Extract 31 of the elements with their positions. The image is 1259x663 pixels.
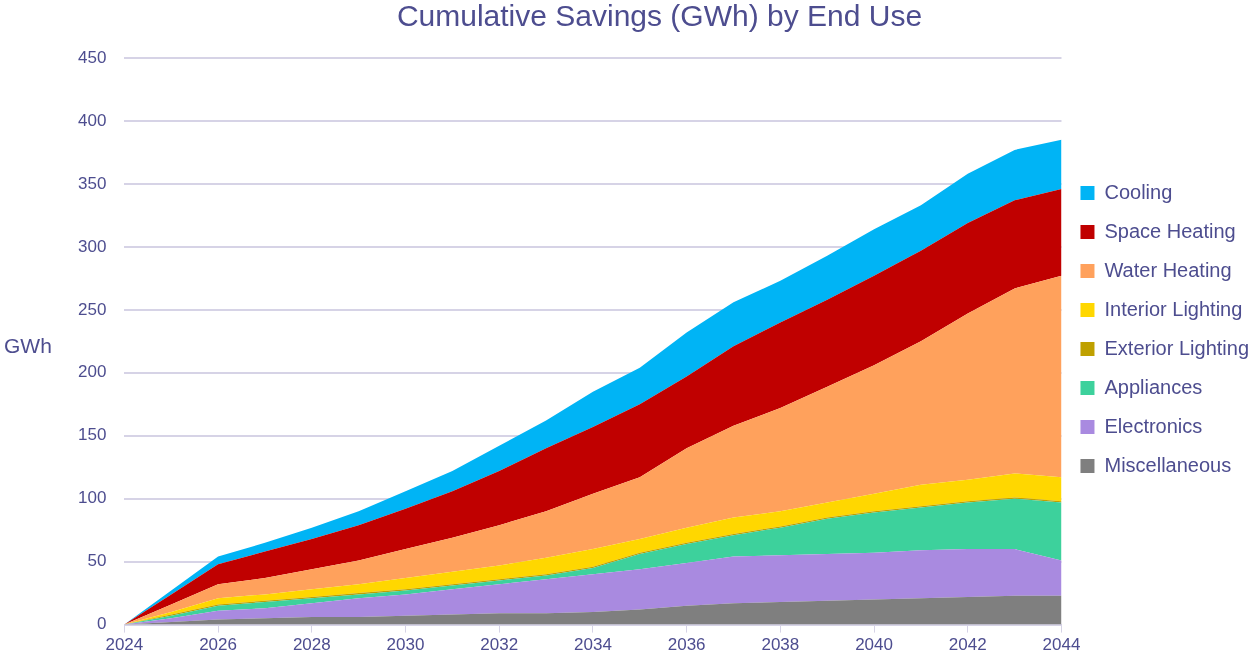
legend-label: Miscellaneous <box>1104 453 1232 476</box>
x-tick-label: 2040 <box>855 635 893 655</box>
y-tick-label: 300 <box>77 236 107 256</box>
x-tick-label: 2038 <box>761 635 800 655</box>
x-tick-label: 2024 <box>105 635 144 655</box>
legend-label: Interior Lighting <box>1104 297 1243 320</box>
y-tick-label: 0 <box>96 614 107 634</box>
x-tick-label: 2028 <box>292 635 331 655</box>
y-tick-label: 200 <box>77 362 107 382</box>
y-tick-label: 100 <box>77 488 107 508</box>
x-tick-label: 2034 <box>574 635 612 655</box>
chart-title: Cumulative Savings (GWh) by End Use <box>396 0 923 33</box>
x-tick-label: 2044 <box>1042 635 1081 655</box>
y-tick-label: 50 <box>87 551 107 571</box>
x-tick-label: 2042 <box>948 635 987 655</box>
x-tick-label: 2026 <box>199 635 237 655</box>
x-tick-label: 2032 <box>480 635 519 655</box>
y-axis-title: GWh <box>4 334 52 358</box>
legend-label: Exterior Lighting <box>1104 336 1250 359</box>
y-tick-label: 450 <box>77 47 107 67</box>
legend-label: Appliances <box>1104 375 1203 398</box>
legend-label: Water Heating <box>1104 258 1232 281</box>
y-tick-label: 150 <box>77 425 107 445</box>
x-tick-label: 2030 <box>386 635 425 655</box>
y-tick-label: 250 <box>77 299 107 319</box>
y-tick-label: 400 <box>77 110 107 130</box>
y-tick-label: 350 <box>77 173 107 193</box>
legend-label: Cooling <box>1104 180 1173 203</box>
legend-label: Space Heating <box>1104 219 1236 242</box>
legend-label: Electronics <box>1104 414 1203 437</box>
x-tick-label: 2036 <box>667 635 706 655</box>
